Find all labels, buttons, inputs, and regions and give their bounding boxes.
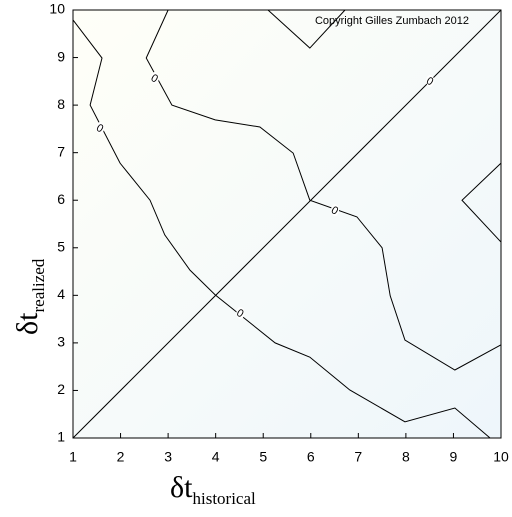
contour-label: 0	[329, 204, 340, 217]
x-label-sub: historical	[192, 489, 256, 508]
x-axis-label: δthistorical	[170, 471, 256, 508]
y-label-main: δt	[11, 312, 44, 335]
y-tick-label: 9	[57, 48, 65, 64]
contour-label-bg	[150, 72, 159, 85]
x-tick-label: 9	[450, 449, 458, 465]
x-tick-label: 7	[354, 449, 362, 465]
x-label-main: δt	[170, 471, 193, 504]
contour-label-bg	[426, 74, 435, 87]
contour-label-bg	[236, 306, 245, 319]
contour-label: 0	[149, 72, 160, 85]
copyright: Copyright Gilles Zumbach 2012	[315, 15, 469, 27]
contour-line	[267, 9, 346, 49]
y-tick-label: 2	[57, 381, 65, 397]
y-tick-label: 5	[57, 238, 65, 254]
y-label-sub: realized	[29, 258, 48, 312]
x-tick-label: 10	[493, 449, 509, 465]
y-tick-label: 7	[57, 143, 65, 159]
y-tick-label: 8	[57, 96, 65, 112]
y-axis-label: δtrealized	[11, 258, 48, 335]
y-tick-label: 3	[57, 334, 65, 350]
x-tick-label: 3	[164, 449, 172, 465]
contour-line	[145, 9, 502, 371]
x-tick-label: 2	[117, 449, 125, 465]
contour-label: 0	[424, 75, 435, 88]
y-tick-label: 10	[49, 1, 65, 17]
contour-label: 0	[94, 122, 105, 135]
contour-label-bg	[96, 121, 105, 134]
contour-line	[72, 19, 491, 439]
y-tick-label: 1	[57, 429, 65, 445]
x-tick-label: 4	[212, 449, 220, 465]
contour-label-bg	[331, 204, 340, 217]
contour-line	[461, 162, 502, 243]
x-tick-label: 1	[69, 449, 77, 465]
y-tick-label: 6	[57, 191, 65, 207]
x-tick-label: 6	[307, 449, 315, 465]
x-tick-label: 8	[402, 449, 410, 465]
x-tick-label: 5	[259, 449, 267, 465]
y-tick-label: 4	[57, 286, 65, 302]
contour-label: 0	[234, 307, 245, 320]
